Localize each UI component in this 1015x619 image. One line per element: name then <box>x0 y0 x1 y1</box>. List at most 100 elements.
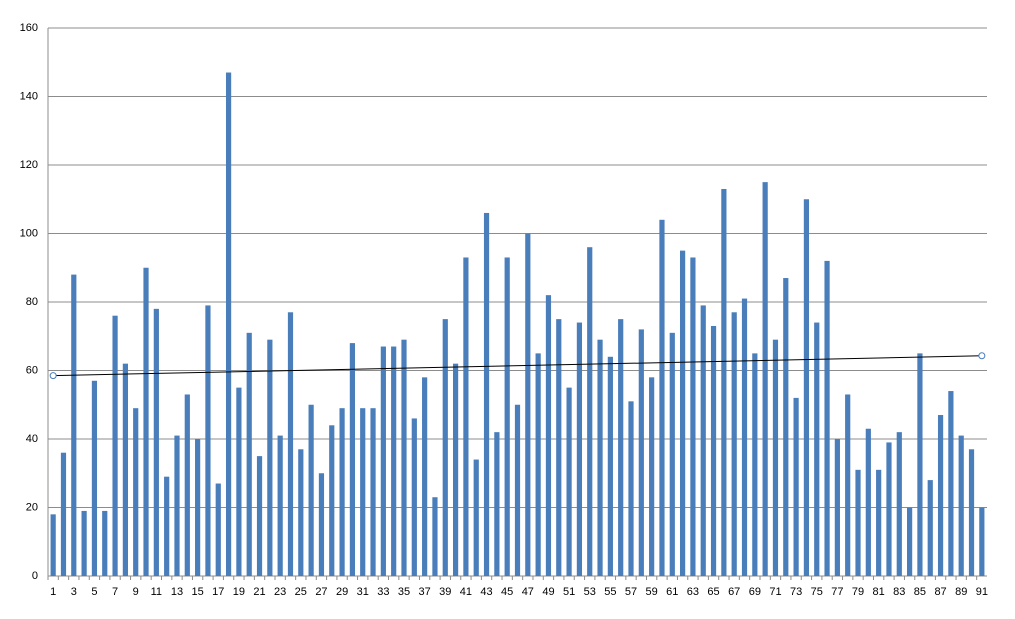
y-tick-label: 120 <box>20 159 38 171</box>
bar <box>618 319 624 576</box>
x-tick-label: 45 <box>501 586 513 598</box>
x-tick-label: 83 <box>893 586 905 598</box>
x-tick-label: 71 <box>769 586 781 598</box>
bar <box>277 435 283 576</box>
bar <box>432 497 438 576</box>
bar <box>886 442 892 576</box>
x-tick-label: 63 <box>687 586 699 598</box>
y-tick-label: 140 <box>20 90 38 102</box>
bar <box>318 473 325 576</box>
trendline-marker <box>49 372 57 380</box>
bar <box>225 72 232 577</box>
bar <box>865 428 871 576</box>
x-tick-label: 21 <box>253 586 265 598</box>
x-tick-label: 87 <box>934 586 946 598</box>
x-tick-label: 19 <box>233 586 245 598</box>
x-tick-label: 67 <box>728 586 740 598</box>
bar <box>236 387 242 576</box>
bar <box>329 425 335 576</box>
bar <box>514 404 521 576</box>
bar <box>122 363 128 576</box>
x-tick-label: 33 <box>377 586 389 598</box>
bar <box>370 408 376 576</box>
bar <box>876 469 882 576</box>
bar <box>855 469 861 576</box>
bar <box>60 452 67 576</box>
bar <box>102 510 108 576</box>
x-tick-label: 31 <box>357 586 369 598</box>
bar <box>422 377 428 576</box>
bar <box>721 188 727 576</box>
bar <box>803 199 810 576</box>
x-tick-label: 55 <box>604 586 616 598</box>
x-tick-label: 77 <box>831 586 843 598</box>
x-tick-label: 57 <box>625 586 637 598</box>
bar <box>845 394 851 576</box>
bar <box>504 257 510 576</box>
bar <box>174 435 180 576</box>
x-tick-label: 79 <box>852 586 864 598</box>
x-tick-label: 17 <box>212 586 224 598</box>
bar <box>535 353 541 576</box>
bar <box>793 397 799 576</box>
bar <box>917 353 923 576</box>
bar <box>545 295 552 576</box>
bar <box>133 408 139 576</box>
bar <box>762 182 768 576</box>
bar <box>741 298 748 576</box>
bar <box>679 250 686 576</box>
bar <box>597 339 603 576</box>
x-tick-label: 25 <box>295 586 307 598</box>
bar <box>81 510 87 576</box>
bar <box>195 439 201 576</box>
x-tick-label: 39 <box>439 586 451 598</box>
bar <box>308 404 314 576</box>
bar <box>391 346 397 576</box>
y-tick-label: 100 <box>20 227 38 239</box>
bar <box>907 507 913 576</box>
y-tick-label: 20 <box>26 501 38 513</box>
bar <box>948 391 954 576</box>
x-tick-label: 65 <box>707 586 719 598</box>
y-tick-label: 60 <box>26 364 38 376</box>
x-tick-label: 43 <box>480 586 492 598</box>
bar <box>783 278 789 576</box>
x-tick-label: 69 <box>749 586 761 598</box>
x-tick-label: 75 <box>811 586 823 598</box>
bar <box>824 260 830 576</box>
x-tick-label: 59 <box>646 586 658 598</box>
bar <box>380 346 386 576</box>
bar <box>494 432 500 576</box>
bar <box>566 387 572 576</box>
x-tick-label: 3 <box>71 586 77 598</box>
x-tick-label: 49 <box>542 586 554 598</box>
bar <box>772 339 779 576</box>
x-tick-label: 1 <box>50 586 56 598</box>
bar <box>164 476 170 576</box>
bar <box>649 377 655 576</box>
bar <box>710 325 717 576</box>
bar <box>287 312 294 576</box>
bar <box>50 514 56 576</box>
bar <box>937 415 944 576</box>
x-tick-label: 29 <box>336 586 348 598</box>
bar <box>556 319 562 576</box>
trendline <box>53 355 982 377</box>
y-tick-label: 80 <box>26 296 38 308</box>
bar <box>669 332 675 576</box>
bar <box>442 319 448 576</box>
trendline-marker <box>978 352 986 360</box>
bar <box>659 219 665 577</box>
bar <box>143 267 149 576</box>
x-tick-label: 13 <box>171 586 183 598</box>
x-tick-label: 35 <box>398 586 410 598</box>
bar <box>587 247 593 576</box>
bar <box>690 257 696 576</box>
x-tick-label: 73 <box>790 586 802 598</box>
bar <box>91 380 98 576</box>
x-tick-label: 11 <box>151 586 162 598</box>
x-tick-label: 61 <box>666 586 678 598</box>
bar <box>968 449 975 576</box>
x-tick-label: 15 <box>191 586 203 598</box>
bar <box>979 507 985 576</box>
